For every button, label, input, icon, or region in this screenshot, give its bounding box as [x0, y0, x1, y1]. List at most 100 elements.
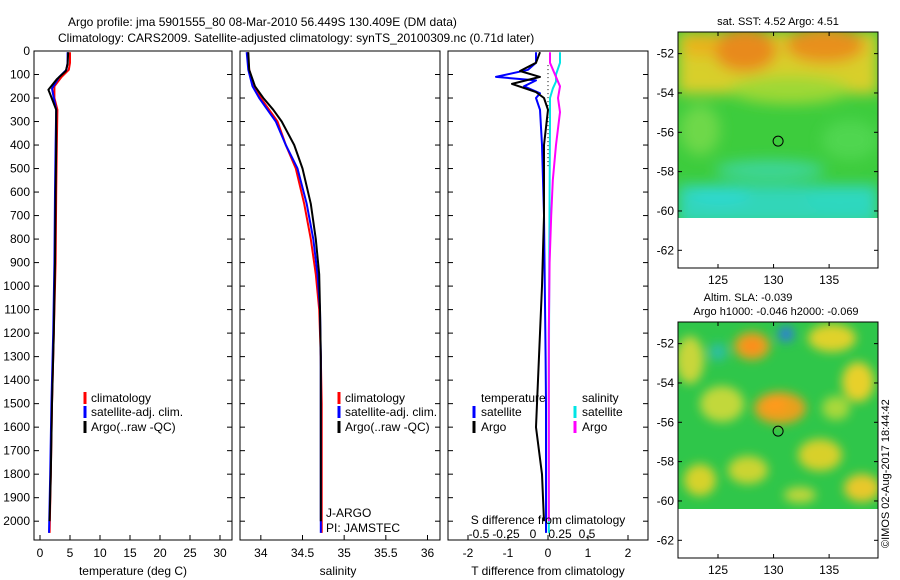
salinity-x-axis-label: salinity: [320, 564, 357, 578]
depth-tick-label: 300: [10, 115, 30, 129]
lat-tick-label: -54: [657, 86, 675, 100]
x-tick-label: 30: [213, 546, 227, 560]
figure-title-line2: Climatology: CARS2009. Satellite-adjuste…: [58, 31, 534, 45]
series-line-t-argo: [511, 51, 549, 522]
lat-tick-label: -52: [657, 47, 675, 61]
x-tick-label: 25: [183, 546, 197, 560]
lat-tick-label: -52: [657, 337, 675, 351]
legend-label-climatology: climatology: [91, 391, 151, 405]
legend-label-s-satellite: satellite: [582, 405, 623, 419]
difference-panel: -2 -1 0 1 2 -0.5 -0.25 0 0.25 0.5 temperature sal…: [447, 50, 649, 578]
depth-tick-label: 1600: [3, 420, 30, 434]
depth-tick-label: 700: [10, 209, 30, 223]
legend-label-satellite-adj: satellite-adj. clim.: [345, 405, 437, 419]
agency-label: J-ARGO: [326, 506, 371, 520]
depth-tick-label: 1500: [3, 397, 30, 411]
temperature-legend: climatology satellite-adj. clim. Argo(..…: [83, 391, 183, 434]
lat-tick-label: -60: [657, 494, 675, 508]
sst-map-image: [678, 32, 878, 218]
depth-tick-label: 2000: [3, 514, 30, 528]
depth-tick-label: 400: [10, 138, 30, 152]
sla-map-title-line1: Altim. SLA: -0.039: [704, 292, 793, 304]
s-tick-label: 0.25: [548, 527, 572, 541]
legend-label-climatology: climatology: [345, 391, 405, 405]
sst-float-position-marker: [772, 135, 784, 147]
salinity-lines: [245, 52, 323, 533]
sla-map-title-line2: Argo h1000: -0.046 h2000: -0.069: [693, 306, 858, 318]
sst-map-land-mask: [678, 219, 878, 268]
sla-map-frame: [677, 321, 879, 559]
depth-tick-label: 900: [10, 256, 30, 270]
sla-map-land-mask: [678, 510, 878, 558]
depth-tick-label: 600: [10, 185, 30, 199]
difference-lines: [495, 51, 561, 533]
s-tick-label: 0: [530, 527, 537, 541]
temperature-plot-frame: [33, 50, 233, 541]
depth-tick-label: 1100: [4, 303, 30, 317]
legend-label-argo: Argo(..raw -QC): [345, 420, 430, 434]
x-tick-label: 34: [254, 546, 268, 560]
series-line-argo-raw-qc: [47, 52, 70, 522]
salinity-panel: 34 34.5 35 35.5 36 climatology satellite-adj…: [239, 50, 441, 578]
legend-heading-temperature: temperature: [481, 391, 546, 405]
sla-map-axes: -52 -54 -56 -58 -60 -62 125 130 135: [657, 322, 878, 577]
x-tick-label: 20: [153, 546, 167, 560]
depth-tick-label: 1800: [3, 467, 30, 481]
series-line-t-satellite: [495, 52, 547, 533]
legend-label-argo: Argo(..raw -QC): [91, 420, 176, 434]
figure-title-line1: Argo profile: jma 5901555_80 08-Mar-2010…: [68, 15, 457, 29]
s-tick-label: -0.5: [469, 527, 490, 541]
depth-tick-label: 200: [10, 91, 30, 105]
temperature-lines: [47, 52, 71, 533]
temperature-panel: 0 5 10 15 20 25 300100200300400500600700800900…: [3, 44, 233, 578]
s-difference-axis-label: S difference from climatology: [471, 513, 626, 527]
lat-tick-label: -58: [657, 455, 675, 469]
legend-label-satellite-adj: satellite-adj. clim.: [91, 405, 183, 419]
depth-tick-label: 1700: [3, 444, 30, 458]
x-tick-label: 5: [67, 546, 74, 560]
depth-tick-label: 1300: [3, 350, 30, 364]
x-tick-label: 36: [421, 546, 435, 560]
depth-tick-label: 0: [23, 44, 30, 58]
lon-tick-label: 135: [819, 273, 839, 287]
sst-map-frame: [677, 31, 879, 269]
lon-tick-label: 135: [819, 563, 839, 577]
x-tick-label: 0: [37, 546, 44, 560]
difference-axes: -2 -1 0 1 2 -0.5 -0.25 0 0.25 0.5: [448, 50, 648, 560]
lon-tick-label: 125: [708, 563, 728, 577]
imos-watermark: ©IMOS 02-Aug-2017 18:44:42: [880, 399, 892, 548]
lat-tick-label: -62: [657, 243, 675, 257]
temperature-x-axis-label: temperature (deg C): [79, 564, 187, 578]
lat-tick-label: -62: [657, 533, 675, 547]
depth-tick-label: 1400: [3, 373, 30, 387]
depth-tick-label: 1000: [3, 279, 30, 293]
legend-heading-salinity: salinity: [582, 391, 619, 405]
depth-tick-label: 800: [10, 232, 30, 246]
x-tick-label: 10: [93, 546, 107, 560]
salinity-legend: climatology satellite-adj. clim. Argo(..…: [337, 391, 437, 434]
lat-tick-label: -56: [657, 125, 675, 139]
salinity-axes: 34 34.5 35 35.5 36: [240, 50, 440, 560]
x-tick-label: -1: [503, 546, 514, 560]
lon-tick-label: 125: [708, 273, 728, 287]
sla-map-panel: Altim. SLA: -0.039 Argo h1000: -0.046 h2…: [657, 292, 879, 577]
sst-map-title: sat. SST: 4.52 Argo: 4.51: [717, 16, 839, 28]
legend-label-t-argo: Argo: [481, 420, 507, 434]
x-tick-label: 2: [625, 546, 632, 560]
s-tick-label: 0.5: [579, 527, 596, 541]
sst-map-panel: sat. SST: 4.52 Argo: 4.51 -52 -54 -56 -58 -6…: [657, 16, 879, 287]
difference-legend: temperature salinity satellite Argo sate…: [472, 391, 623, 434]
x-tick-label: 15: [123, 546, 137, 560]
lon-tick-label: 130: [764, 273, 784, 287]
depth-tick-label: 1900: [3, 491, 30, 505]
x-tick-label: 34.5: [291, 546, 315, 560]
s-tick-label: -0.25: [492, 527, 520, 541]
depth-tick-label: 1200: [3, 326, 30, 340]
lat-tick-label: -56: [657, 415, 675, 429]
lat-tick-label: -54: [657, 376, 675, 390]
x-tick-label: 35: [337, 546, 351, 560]
lat-tick-label: -60: [657, 204, 675, 218]
series-line-s-argo: [547, 52, 561, 522]
legend-label-t-satellite: satellite: [481, 405, 522, 419]
